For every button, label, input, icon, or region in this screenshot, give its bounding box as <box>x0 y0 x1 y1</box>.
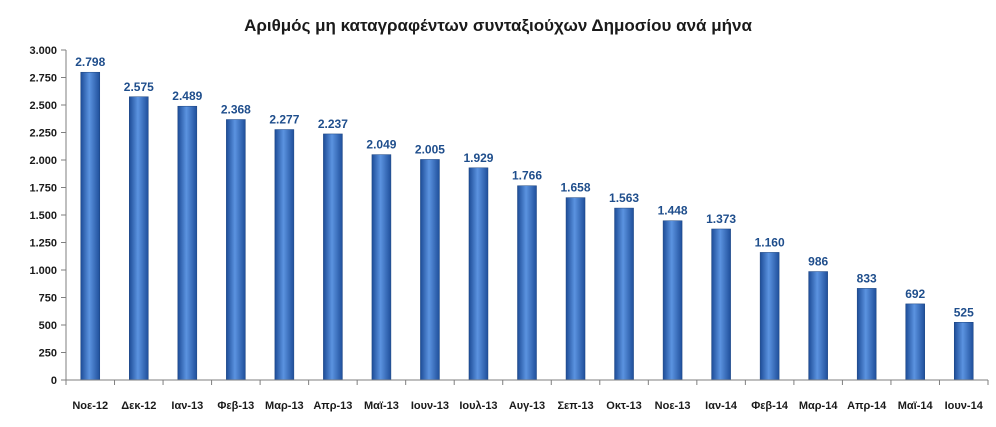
data-label: 1.563 <box>609 191 639 205</box>
bar <box>614 207 634 381</box>
data-label: 1.766 <box>512 169 542 183</box>
bar <box>953 322 974 381</box>
x-tick-label: Ιαν-14 <box>705 400 738 412</box>
chart-title: Αριθμός μη καταγραφέντων συνταξιούχων Δη… <box>244 16 752 35</box>
bar <box>565 197 586 381</box>
bar <box>905 303 925 381</box>
data-label: 1.448 <box>658 204 688 218</box>
data-label: 2.237 <box>318 117 348 131</box>
x-tick-label: Απρ-14 <box>847 400 887 412</box>
data-label: 2.368 <box>221 103 251 117</box>
bars <box>80 71 974 381</box>
data-label: 833 <box>857 271 877 285</box>
bar <box>468 167 489 381</box>
y-tick-label: 1.500 <box>29 210 57 222</box>
y-tick-label: 2.250 <box>29 128 57 140</box>
data-label: 2.049 <box>366 138 396 152</box>
y-tick-label: 1.250 <box>29 238 57 250</box>
y-tick-label: 500 <box>39 320 57 332</box>
data-label: 2.489 <box>172 89 202 103</box>
x-tick-label: Ιαν-13 <box>171 400 203 412</box>
data-label: 692 <box>905 287 925 301</box>
x-tick-label: Φεβ-13 <box>217 400 254 412</box>
x-tick-label: Οκτ-13 <box>606 400 642 412</box>
data-label: 1.658 <box>561 181 591 195</box>
data-label: 1.373 <box>706 212 736 226</box>
bar <box>517 185 537 381</box>
bar <box>759 252 780 381</box>
x-tick-label: Μαϊ-13 <box>364 400 399 412</box>
y-tick-label: 1.750 <box>29 183 57 195</box>
x-axis: Νοε-12 Δεκ-12 Ιαν-13 Φεβ-13 Μαρ-13 Απρ-13 Μαϊ-… <box>65 379 989 412</box>
x-tick-label: Νοε-12 <box>72 400 108 412</box>
data-label: 2.575 <box>124 80 154 94</box>
data-label: 2.005 <box>415 142 445 156</box>
data-label: 1.929 <box>463 151 493 165</box>
bar <box>808 271 828 381</box>
x-tick-label: Ιουν-14 <box>945 400 984 412</box>
bar <box>177 105 198 381</box>
bar <box>662 220 683 381</box>
data-labels: 2.798 2.575 2.489 2.368 2.277 2.237 2.049 2.005… <box>75 55 974 319</box>
bar <box>371 154 392 381</box>
x-tick-label: Μαρ-13 <box>265 400 304 412</box>
bar <box>274 129 295 381</box>
bar <box>129 96 149 381</box>
x-tick-label: Δεκ-12 <box>121 400 156 412</box>
y-tick-label: 250 <box>39 348 57 360</box>
bar <box>226 119 246 381</box>
x-tick-label: Απρ-13 <box>313 400 352 412</box>
data-label: 2.277 <box>269 113 299 127</box>
y-axis: 0 250 500 750 1.000 1.250 1.500 1.750 2.000 2.250… <box>29 45 67 387</box>
x-tick-label: Μαρ-14 <box>799 400 839 412</box>
x-tick-label: Μαϊ-14 <box>898 400 934 412</box>
bar <box>420 159 440 381</box>
bar <box>711 228 731 381</box>
y-tick-label: 750 <box>39 293 57 305</box>
x-tick-label: Φεβ-14 <box>751 400 789 412</box>
x-tick-label: Ιουλ-13 <box>459 400 497 412</box>
bar <box>323 133 343 381</box>
x-tick-label: Ιουν-13 <box>411 400 449 412</box>
y-tick-label: 2.000 <box>29 155 57 167</box>
bar <box>80 71 101 381</box>
y-tick-label: 2.500 <box>29 100 57 112</box>
x-tick-label: Αυγ-13 <box>509 400 545 412</box>
data-label: 1.160 <box>755 235 785 249</box>
y-tick-label: 0 <box>51 375 57 387</box>
x-tick-label: Νοε-13 <box>655 400 691 412</box>
y-tick-label: 2.750 <box>29 73 57 85</box>
data-label: 986 <box>808 255 828 269</box>
data-label: 525 <box>954 305 974 319</box>
y-tick-label: 1.000 <box>29 265 57 277</box>
data-label: 2.798 <box>75 55 105 69</box>
y-tick-label: 3.000 <box>29 45 57 57</box>
x-tick-label: Σεπ-13 <box>557 400 593 412</box>
bar <box>856 288 877 381</box>
